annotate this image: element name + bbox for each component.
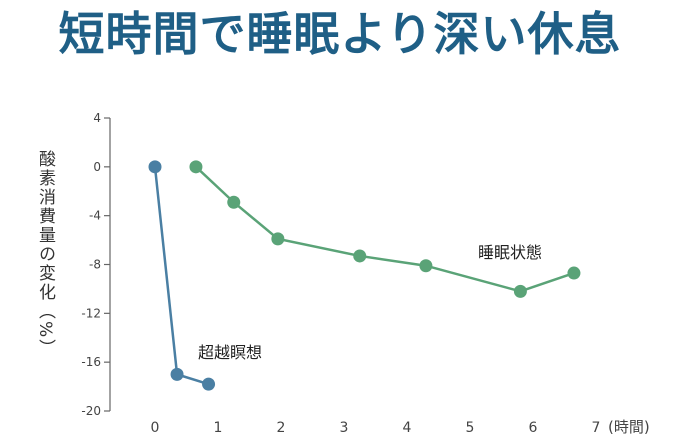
x-tick-label: 1 (214, 420, 223, 436)
series-annotation-1: 超越瞑想 (198, 343, 262, 362)
data-point (189, 160, 203, 174)
data-point (170, 367, 184, 381)
y-tick-label: 4 (93, 111, 101, 125)
y-tick-label: -4 (89, 209, 101, 223)
y-axis-label: 酸素消費量の変化（%） (35, 150, 55, 359)
data-point (271, 232, 285, 246)
x-tick-label: 3 (340, 420, 349, 436)
data-point (567, 266, 581, 280)
x-tick-label: 6 (529, 420, 538, 436)
chart-title: 短時間で睡眠より深い休息 (58, 7, 622, 61)
y-tick-label: -20 (81, 404, 101, 418)
series-annotation-2: 睡眠状態 (478, 243, 542, 262)
data-point (419, 259, 433, 273)
series-line-2 (195, 165, 575, 293)
x-tick-label: 5 (466, 420, 475, 436)
x-tick-label: 0 (151, 420, 160, 436)
x-tick-label: 4 (403, 420, 412, 436)
data-point (353, 249, 367, 263)
x-tick-label: 7 (592, 420, 601, 436)
data-point (202, 377, 216, 391)
y-tick-label: -8 (89, 258, 101, 272)
data-point (227, 195, 241, 209)
y-tick-label: -12 (81, 306, 101, 320)
x-axis-label: (時間) (608, 418, 650, 436)
y-tick-label: -16 (81, 355, 101, 369)
data-point (513, 284, 527, 298)
x-tick-label: 2 (277, 420, 286, 436)
y-tick-label: 0 (93, 160, 101, 174)
data-point (148, 160, 162, 174)
